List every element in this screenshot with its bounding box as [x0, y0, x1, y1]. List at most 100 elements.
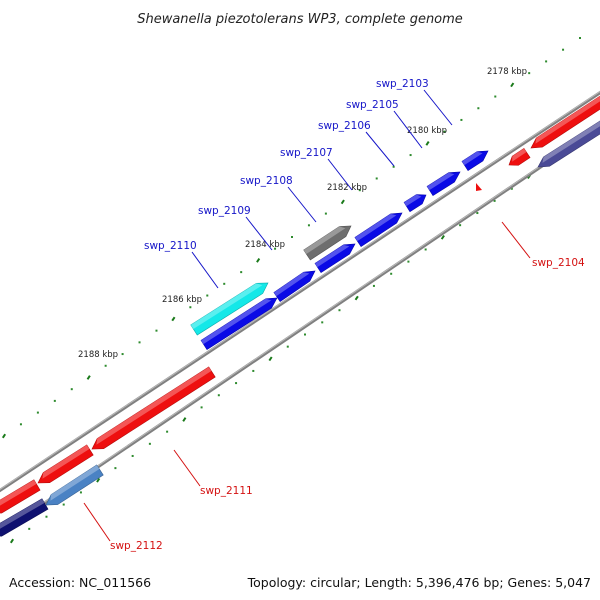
outer-tick-track-minor-tick: [189, 306, 192, 309]
backbone-line-outer: [0, 90, 600, 493]
outer-tick-track-major-tick: [256, 258, 261, 263]
outer-tick-track-minor-tick: [36, 411, 39, 414]
outer-tick-track-major-tick: [171, 316, 176, 322]
tick-dots-layer: [1, 37, 599, 544]
outer-tick-track-minor-tick: [460, 118, 463, 121]
outer-tick-track-minor-tick: [53, 399, 56, 402]
gene-label-swp-2104[interactable]: swp_2104: [532, 257, 585, 269]
outer-tick-track-major-tick: [1, 433, 7, 439]
genome-summary-text: Topology: circular; Length: 5,396,476 bp…: [247, 575, 591, 590]
marker-swp-2104: [476, 183, 482, 191]
outer-tick-track-minor-tick: [443, 130, 446, 133]
inner-tick-track-minor-tick: [79, 491, 82, 494]
inner-tick-track-minor-tick: [321, 321, 324, 324]
leader-line-swp-2108: [287, 186, 317, 223]
leader-line-swp-2104: [501, 221, 531, 259]
map-title: Shewanella piezotolerans WP3, complete g…: [137, 12, 463, 27]
tick-label: 2184 kbp: [245, 240, 285, 250]
outer-tick-track-minor-tick: [223, 282, 226, 285]
gene-arrow-swp-2106: [403, 194, 427, 213]
leader-line-swp-2103: [423, 89, 453, 126]
tick-label: 2182 kbp: [327, 183, 367, 193]
gene-label-swp-2106[interactable]: swp_2106: [318, 120, 371, 132]
leader-line-swp-2105: [393, 110, 423, 149]
outer-tick-track-major-tick: [510, 82, 515, 88]
outer-tick-track-minor-tick: [274, 247, 277, 250]
gene-arrow-inner-navy: [0, 498, 49, 537]
leader-line-swp-2107: [327, 158, 353, 191]
gene-arrow-swp-2111b: [37, 444, 94, 484]
outer-tick-track-minor-tick: [528, 72, 531, 75]
gene-arrow-swp-2104b: [530, 95, 600, 149]
inner-tick-track-minor-tick: [131, 454, 134, 457]
outer-tick-track-minor-tick: [477, 107, 480, 110]
inner-tick-track-minor-tick: [45, 515, 48, 518]
outer-tick-track-minor-tick: [121, 353, 124, 356]
gene-label-swp-2112[interactable]: swp_2112: [110, 540, 163, 552]
tick-label: 2180 kbp: [407, 126, 447, 136]
outer-tick-track-minor-tick: [155, 329, 158, 332]
gene-arrow-swp-2109: [273, 270, 316, 302]
inner-tick-track-minor-tick: [28, 527, 31, 530]
gene-arrow-swp-2111: [91, 366, 216, 450]
gene-label-swp-2108[interactable]: swp_2108: [240, 175, 293, 187]
gene-arrow-inner-slate: [537, 120, 600, 168]
inner-tick-track-minor-tick: [200, 406, 203, 409]
gene-arrow-swp-2110: [190, 282, 269, 336]
gene-arrow-swp-2108: [314, 243, 356, 274]
outer-tick-track-minor-tick: [494, 95, 497, 98]
inner-tick-track-minor-tick: [476, 212, 479, 215]
inner-tick-track-minor-tick: [114, 467, 117, 470]
tick-label: 2188 kbp: [78, 350, 118, 360]
inner-tick-track-minor-tick: [407, 260, 410, 263]
inner-tick-track-minor-tick: [148, 442, 151, 445]
inner-tick-track-minor-tick: [252, 369, 255, 372]
outer-tick-track-minor-tick: [562, 48, 565, 51]
inner-tick-track-minor-tick: [424, 248, 427, 251]
outer-tick-track-minor-tick: [138, 341, 141, 344]
tick-label: 2186 kbp: [162, 295, 202, 305]
inner-tick-track-major-tick: [354, 295, 359, 301]
gene-label-swp-2111[interactable]: swp_2111: [200, 485, 253, 497]
inner-tick-track-minor-tick: [235, 382, 238, 385]
gene-label-swp-2103[interactable]: swp_2103: [376, 78, 429, 90]
outer-tick-track-minor-tick: [392, 165, 395, 168]
inner-tick-track-major-tick: [96, 477, 101, 483]
gene-label-swp-2105[interactable]: swp_2105: [346, 99, 399, 111]
inner-tick-track-minor-tick: [304, 333, 306, 336]
outer-tick-track-minor-tick: [358, 189, 361, 192]
outer-tick-track-minor-tick: [70, 388, 73, 391]
accession-text: Accession: NC_011566: [9, 575, 151, 590]
leader-line-swp-2111: [173, 449, 201, 487]
inner-tick-track-minor-tick: [459, 224, 462, 227]
gene-label-swp-2110[interactable]: swp_2110: [144, 240, 197, 252]
outer-tick-track-major-tick: [86, 375, 91, 380]
leader-line-swp-2109: [245, 216, 273, 251]
leader-line-swp-2112: [83, 502, 111, 542]
inner-tick-track-major-tick: [182, 417, 187, 422]
labels-layer: 2178 kbp 2180 kbp 2182 kbp 2184 kbp 2186 kbp…: [78, 67, 585, 552]
inner-tick-track-minor-tick: [390, 272, 393, 275]
inner-tick-track-major-tick: [9, 538, 15, 544]
inner-tick-track-minor-tick: [510, 187, 513, 190]
inner-tick-track-minor-tick: [338, 309, 341, 312]
leader-line-swp-2106: [365, 131, 395, 167]
outer-tick-track-minor-tick: [409, 154, 412, 157]
gene-arrow-swp-2103: [461, 150, 489, 172]
gene-arrow-swp-2105: [426, 171, 461, 197]
backbone-line-outer-highlight: [0, 91, 600, 490]
gene-label-swp-2107[interactable]: swp_2107: [280, 147, 333, 159]
gene-label-swp-2109[interactable]: swp_2109: [198, 205, 251, 217]
inner-tick-track-minor-tick: [62, 503, 65, 506]
outer-tick-track-minor-tick: [291, 236, 293, 238]
inner-tick-track-minor-tick: [493, 199, 496, 202]
outer-tick-track-major-tick: [425, 140, 430, 146]
inner-tick-track-major-tick: [268, 356, 273, 362]
gene-arrow-swp-2112: [45, 464, 104, 506]
inner-tick-track-minor-tick: [286, 345, 289, 348]
outer-tick-track-minor-tick: [579, 37, 581, 39]
outer-tick-track-minor-tick: [19, 423, 22, 426]
outer-tick-track-minor-tick: [545, 60, 548, 63]
